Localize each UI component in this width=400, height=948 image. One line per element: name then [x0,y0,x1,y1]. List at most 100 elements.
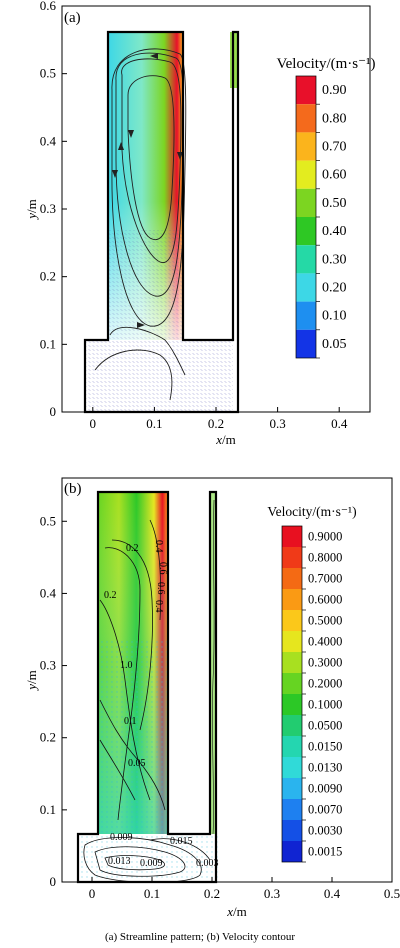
legend-level-label: 0.0500 [308,719,342,733]
legend-level-label: 0.5000 [308,614,342,628]
legend-title: Velocity/(m·s⁻¹) [276,56,375,72]
legend-level-label: 0.40 [322,224,347,239]
legend-swatch [296,132,316,161]
panel-b-label: (b) [64,481,82,497]
legend-level-label: 0.20 [322,281,347,296]
contour-label: 0.015 [170,836,193,847]
legend-level-label: 0.0150 [308,740,342,754]
legend-swatch [282,652,302,673]
x-tick-label: 0 [89,886,96,901]
panel-b-contour-labels: 0.2 0.40.60.60.40.21.00.10.050.009 0.0150.… [104,540,219,869]
y-axis-label: y/m [24,199,39,221]
legend-swatch [296,217,316,246]
x-axis-label: x/m [215,432,236,447]
contour-label: 0.1 [124,716,137,727]
legend-swatch [282,757,302,778]
legend-swatch [282,736,302,757]
x-tick-label: 0.1 [144,886,160,901]
contour-label: 0.6 [157,562,168,575]
contour-line [149,519,162,621]
legend-level-label: 0.8000 [308,551,342,565]
y-tick-label: 0.3 [40,201,56,216]
panel-a-streamline: 0 0.1 0.2 0.3 0.400.10.20.30.40.50.6x/my/m (… [24,0,376,447]
legend-level-label: 0.10 [322,309,347,324]
y-tick-label: 0.4 [40,133,57,148]
legend-swatch [282,799,302,820]
legend-level-label: 0.80 [322,111,347,126]
legend-title: Velocity/(m·s⁻¹) [267,504,356,519]
legend-swatch [282,526,302,547]
x-axis-label: x/m [226,904,247,919]
y-tick-label: 0.5 [40,66,56,81]
contour-label: 0.6 [155,582,166,595]
legend-swatch [296,188,316,217]
legend-swatch [282,715,302,736]
legend-swatch [282,778,302,799]
contour-line [149,838,211,861]
legend-level-label: 0.50 [322,196,347,211]
contour-label: 0.4 [153,540,164,553]
x-tick-label: 0.2 [208,416,224,431]
legend-swatch [282,631,302,652]
contour-line [94,846,186,877]
legend-level-label: 0.9000 [308,530,342,544]
panel-a-geometry [83,30,240,414]
panel-a-label: (a) [64,10,81,26]
figure-caption: (a) Streamline pattern; (b) Velocity con… [105,931,295,943]
legend-swatch [282,589,302,610]
panel-b-contours [83,499,215,883]
legend-swatch [296,245,316,274]
x-axis-unit: /m [222,432,236,447]
contour-line [99,599,151,801]
x-tick-label: 0.4 [324,886,341,901]
panel-b-axes: 0 0.1 0.2 0.3 0.4 0.500.10.20.30.40.5x/my/m [24,477,400,919]
contour-line [111,539,153,731]
legend-swatch [296,160,316,189]
contour-label: 0.05 [128,758,146,769]
y-tick-label: 0.6 [40,0,57,13]
legend-level-label: 0.0090 [308,782,342,796]
panel-a-arrowheads [112,53,183,328]
legend-swatch [282,547,302,568]
x-axis-var: x [215,432,222,447]
streamline [94,349,173,401]
legend-swatch [282,673,302,694]
y-axis-var: y [24,684,39,692]
legend-swatch [282,610,302,631]
y-axis-label: y/m [24,670,39,692]
y-tick-label: 0.1 [40,802,56,817]
streamline [121,58,182,264]
streamline [127,75,175,240]
streamline [115,52,185,297]
y-tick-label: 0 [50,874,57,889]
contour-line [83,837,202,883]
arrowhead [177,152,183,160]
legend-level-label: 0.6000 [308,593,342,607]
arrowhead [137,322,145,328]
legend-swatch [296,104,316,133]
contour-line [104,855,165,871]
x-axis-unit: /m [233,904,247,919]
legend-level-label: 0.30 [322,252,347,267]
arrowhead [150,53,158,59]
contour-label: 0.009 [140,858,163,869]
legend-level-label: 0.0130 [308,761,342,775]
contour-label: 0.009 [110,832,133,843]
y-tick-label: 0.4 [40,585,57,600]
legend-level-label: 0.0030 [308,824,342,838]
x-tick-label: 0.3 [264,886,280,901]
contour-line [99,739,136,801]
legend-level-label: 0.7000 [308,572,342,586]
y-tick-label: 0.5 [40,513,56,528]
legend-swatch [296,301,316,330]
legend-level-label: 0.60 [322,168,347,183]
panel-b-velocity-contour: 0.2 0.40.60.60.40.21.00.10.050.009 0.0150.… [24,477,400,919]
legend-level-label: 0.0070 [308,803,342,817]
y-tick-label: 0.1 [40,336,56,351]
legend-bar-frame [295,75,317,359]
panel-b-legend: Velocity/(m·s⁻¹) 0.9000 0.8000 0.7000 0.6000… [267,504,357,863]
legend-level-label: 0.3000 [308,656,342,670]
x-tick-label: 0.1 [146,416,162,431]
legend-level-label: 0.0015 [308,845,342,859]
